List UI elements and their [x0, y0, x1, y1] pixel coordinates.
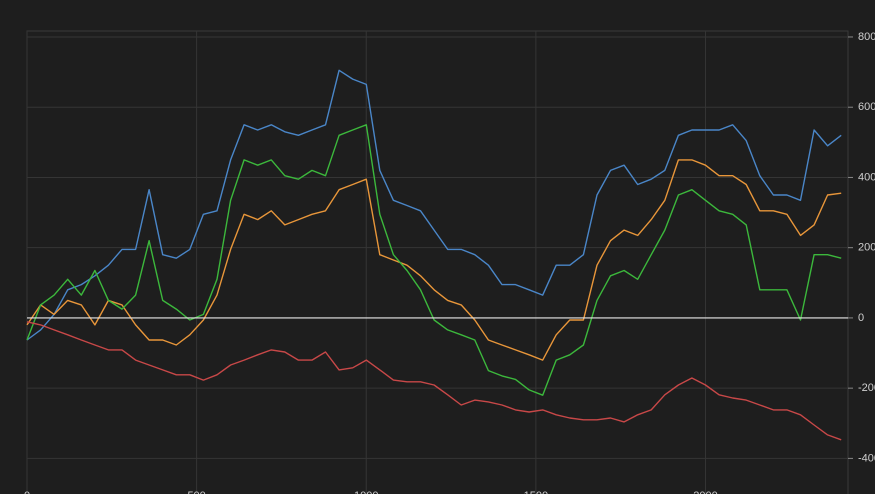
x-tick-label: 1500	[524, 490, 548, 494]
y-tick-label: -200	[858, 382, 875, 394]
y-tick-label: 600	[858, 101, 875, 113]
series-line	[26, 321, 842, 441]
x-tick-label: 500	[187, 490, 205, 494]
series-line	[26, 159, 842, 361]
x-tick-label: 1000	[354, 490, 378, 494]
series-line	[26, 69, 842, 341]
series-line	[26, 124, 842, 396]
y-tick-label: 800	[858, 31, 875, 43]
y-tick-label: 400	[858, 171, 875, 183]
y-tick-label: -400	[858, 452, 875, 464]
y-tick-label: 0	[858, 312, 864, 324]
y-tick-label: 200	[858, 242, 875, 254]
x-tick-label: 0	[24, 490, 30, 494]
